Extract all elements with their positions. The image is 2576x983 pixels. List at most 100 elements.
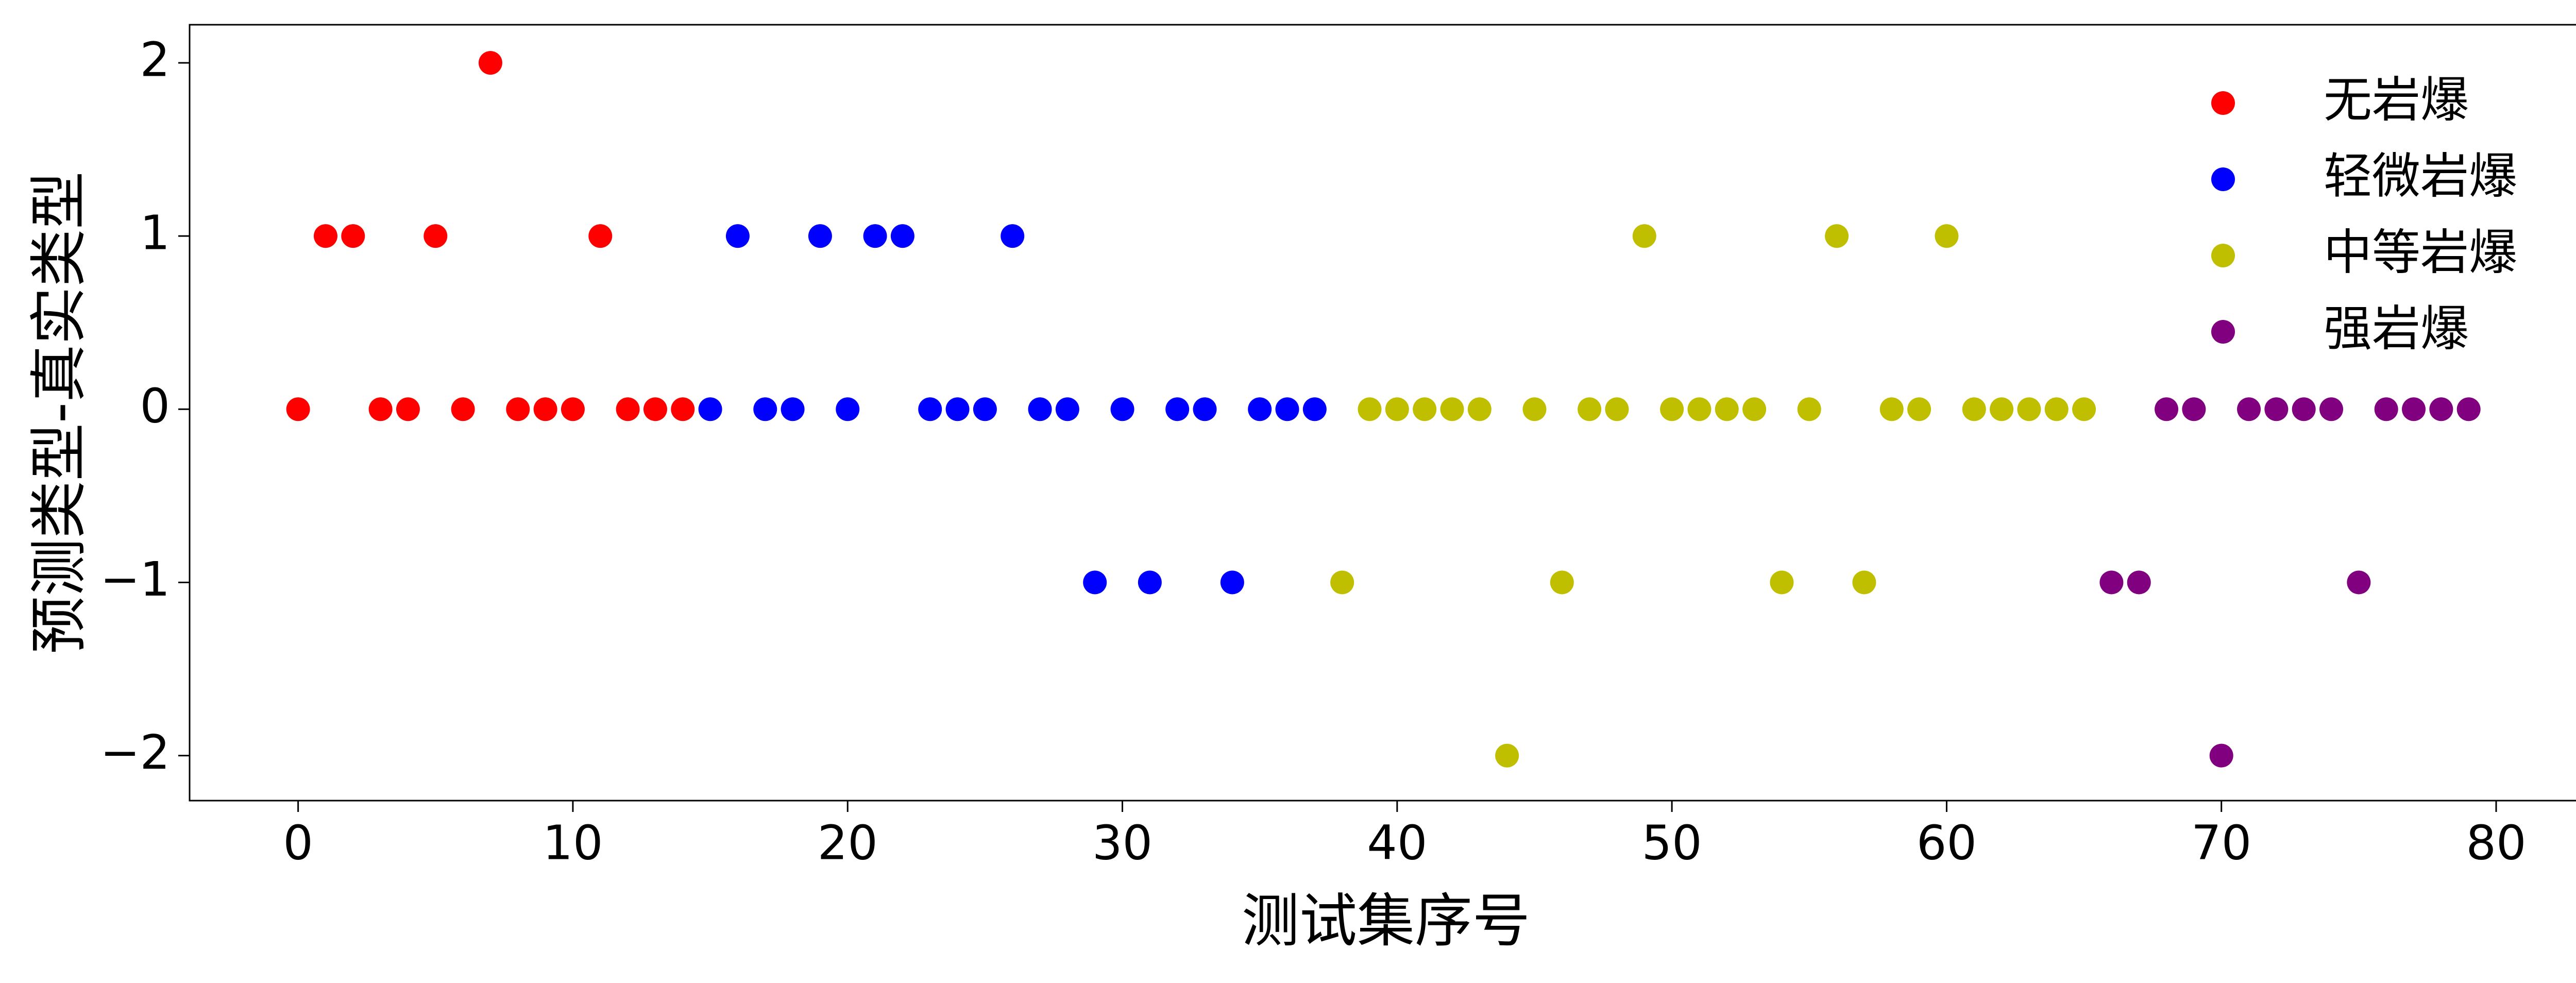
scatter-point bbox=[2347, 570, 2371, 595]
scatter-point bbox=[1660, 397, 1684, 421]
scatter-point bbox=[341, 224, 365, 248]
scatter-point bbox=[973, 397, 997, 421]
scatter-point bbox=[2099, 570, 2124, 595]
scatter-point bbox=[2127, 570, 2151, 595]
scatter-point bbox=[1440, 397, 1464, 421]
scatter-point bbox=[863, 224, 887, 248]
scatter-point bbox=[1220, 570, 1244, 595]
scatter-point bbox=[725, 224, 750, 248]
x-tick-label: 10 bbox=[543, 815, 603, 870]
scatter-point bbox=[2155, 397, 2179, 421]
scatter-point bbox=[313, 224, 337, 248]
legend-marker bbox=[2211, 91, 2235, 115]
scatter-point bbox=[1413, 397, 1437, 421]
scatter-point bbox=[1715, 397, 1739, 421]
scatter-point bbox=[451, 397, 475, 421]
x-tick-label: 60 bbox=[1917, 815, 1977, 870]
scatter-point bbox=[533, 397, 557, 421]
x-tick-label: 20 bbox=[818, 815, 878, 870]
scatter-point bbox=[2072, 397, 2096, 421]
scatter-point bbox=[286, 397, 310, 421]
scatter-point bbox=[423, 224, 448, 248]
scatter-point bbox=[1632, 224, 1656, 248]
scatter-point bbox=[918, 397, 942, 421]
x-tick-label: 70 bbox=[2191, 815, 2251, 870]
legend-label: 中等岩爆 bbox=[2324, 225, 2517, 281]
scatter-point bbox=[1990, 397, 2014, 421]
x-axis-label: 测试集序号 bbox=[1242, 888, 1530, 955]
scatter-point bbox=[506, 397, 530, 421]
scatter-point bbox=[1055, 397, 1079, 421]
scatter-point bbox=[2209, 743, 2233, 768]
legend-marker bbox=[2211, 167, 2235, 191]
scatter-point bbox=[671, 397, 695, 421]
scatter-point bbox=[1770, 570, 1794, 595]
scatter-point bbox=[616, 397, 640, 421]
scatter-point bbox=[1962, 397, 1986, 421]
scatter-point bbox=[2237, 397, 2261, 421]
scatter-point bbox=[2402, 397, 2426, 421]
scatter-point bbox=[2374, 397, 2398, 421]
scatter-point bbox=[2292, 397, 2316, 421]
x-tick-label: 50 bbox=[1642, 815, 1702, 870]
scatter-point bbox=[2429, 397, 2453, 421]
y-tick-label: 2 bbox=[140, 32, 170, 87]
scatter-point bbox=[1495, 743, 1519, 768]
scatter-point bbox=[1028, 397, 1052, 421]
scatter-point bbox=[1879, 397, 1904, 421]
scatter-point bbox=[1907, 397, 1931, 421]
scatter-point bbox=[1330, 570, 1354, 595]
scatter-point bbox=[643, 397, 667, 421]
scatter-point bbox=[1001, 224, 1025, 248]
y-tick-label: −1 bbox=[100, 552, 170, 607]
scatter-point bbox=[1083, 570, 1107, 595]
x-tick-label: 30 bbox=[1092, 815, 1153, 870]
scatter-point bbox=[1852, 570, 1876, 595]
scatter-point bbox=[1275, 397, 1299, 421]
x-tick-label: 80 bbox=[2466, 815, 2526, 870]
scatter-point bbox=[2264, 397, 2289, 421]
legend-marker bbox=[2211, 244, 2235, 267]
legend-label: 轻微岩爆 bbox=[2324, 148, 2517, 205]
y-axis-label: 预测类型-真实类型 bbox=[26, 172, 93, 654]
scatter-point bbox=[1110, 397, 1134, 421]
scatter-point bbox=[1385, 397, 1409, 421]
scatter-point bbox=[890, 224, 914, 248]
x-tick-label: 40 bbox=[1367, 815, 1427, 870]
scatter-point bbox=[1935, 224, 1959, 248]
scatter-point bbox=[1467, 397, 1492, 421]
scatter-point bbox=[396, 397, 420, 421]
scatter-point bbox=[1578, 397, 1602, 421]
y-tick-label: 0 bbox=[140, 379, 170, 434]
scatter-point bbox=[1797, 397, 1821, 421]
scatter-point bbox=[1522, 397, 1547, 421]
scatter-point bbox=[1550, 570, 1574, 595]
scatter-point bbox=[1138, 570, 1162, 595]
plot-frame bbox=[189, 24, 2576, 802]
scatter-point bbox=[368, 397, 393, 421]
y-tick-label: −2 bbox=[100, 725, 170, 780]
y-tick-label: 1 bbox=[140, 205, 170, 260]
x-tick-label: 0 bbox=[283, 815, 313, 870]
scatter-point bbox=[1605, 397, 1629, 421]
scatter-point bbox=[698, 397, 722, 421]
scatter-point bbox=[1687, 397, 1711, 421]
scatter-point bbox=[1742, 397, 1767, 421]
scatter-point bbox=[2182, 397, 2206, 421]
scatter-point bbox=[753, 397, 777, 421]
scatter-point bbox=[945, 397, 970, 421]
scatter-point bbox=[2017, 397, 2041, 421]
scatter-point bbox=[1358, 397, 1382, 421]
scatter-point bbox=[781, 397, 805, 421]
legend-label: 无岩爆 bbox=[2324, 72, 2469, 128]
scatter-point bbox=[561, 397, 585, 421]
scatter-point bbox=[2044, 397, 2069, 421]
scatter-point bbox=[1302, 397, 1327, 421]
scatter-point bbox=[2319, 397, 2344, 421]
scatter-point bbox=[1825, 224, 1849, 248]
legend-marker bbox=[2211, 320, 2235, 344]
scatter-point bbox=[1193, 397, 1217, 421]
legend-label: 强岩爆 bbox=[2324, 301, 2469, 357]
